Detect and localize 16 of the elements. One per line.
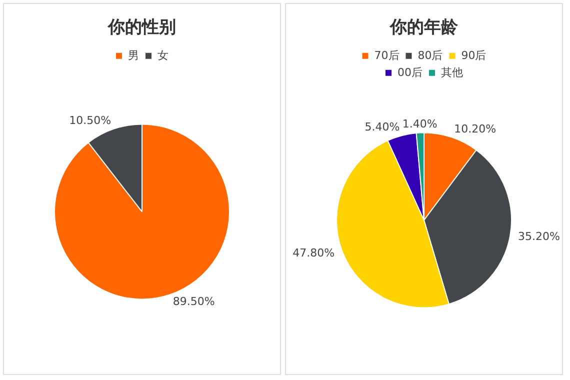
chart-title: 你的年龄 — [389, 18, 459, 38]
data-label: 10.20% — [454, 122, 496, 136]
data-label: 10.50% — [69, 114, 112, 128]
legend-label: 00后 — [398, 66, 422, 79]
legend-label: 男 — [128, 48, 139, 62]
data-label: 1.40% — [402, 118, 438, 131]
legend-label: 其他 — [441, 66, 463, 79]
legend-label: 80后 — [418, 48, 443, 62]
legend-label: 70后 — [374, 48, 400, 62]
data-label: 5.40% — [364, 120, 400, 134]
legend-label: 女 — [158, 48, 168, 62]
chart-title: 你的性别 — [107, 18, 176, 38]
data-label: 89.50% — [172, 294, 215, 308]
legend-label: 90后 — [461, 48, 486, 62]
data-label: 35.20% — [518, 230, 560, 243]
data-label: 47.80% — [292, 246, 335, 260]
